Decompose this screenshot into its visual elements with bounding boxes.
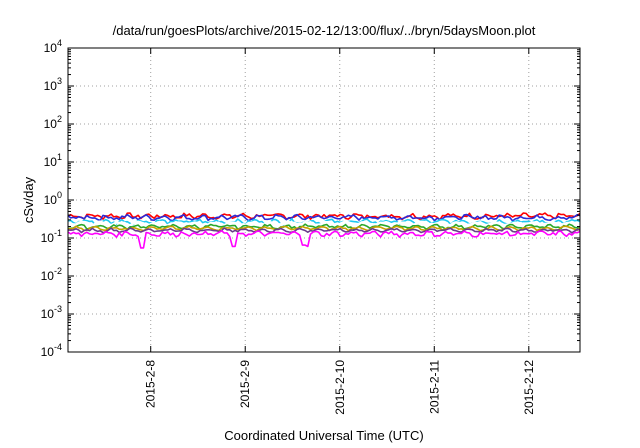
y-axis-label: cSv/day [21,176,36,223]
y-tick-label: 10-4 [41,342,62,359]
series-line [67,220,581,227]
y-tick-label: 103 [44,76,62,93]
y-tick-label: 10-2 [41,266,62,283]
x-tick-label: 2015-2-9 [238,360,252,408]
y-axis: 10-4 10-3 10-2 10-1 100 101 102 103 104 [41,38,580,359]
x-axis-label: Coordinated Universal Time (UTC) [224,428,423,443]
series-line [67,212,581,221]
chart-title: /data/run/goesPlots/archive/2015-02-12/1… [113,23,536,38]
y-tick-label: 101 [44,152,62,169]
y-tick-label: 104 [44,38,62,55]
series-line [67,230,581,249]
plot-area [67,212,581,249]
y-tick-label: 102 [44,114,62,131]
series-line [67,225,581,232]
x-axis: 2015-2-8 2015-2-9 2015-2-10 2015-2-11 2015-2… [144,48,536,415]
y-tick-label: 100 [44,190,62,207]
x-tick-label: 2015-2-8 [144,360,158,408]
y-tick-label: 10-1 [41,228,62,245]
x-tick-label: 2015-2-12 [522,360,536,415]
x-tick-label: 2015-2-11 [427,360,441,414]
x-tick-label: 2015-2-10 [333,360,347,415]
series-line [67,213,581,222]
series-line [67,227,581,234]
grid [68,48,580,352]
series-line [67,223,581,231]
y-tick-label: 10-3 [41,304,62,321]
